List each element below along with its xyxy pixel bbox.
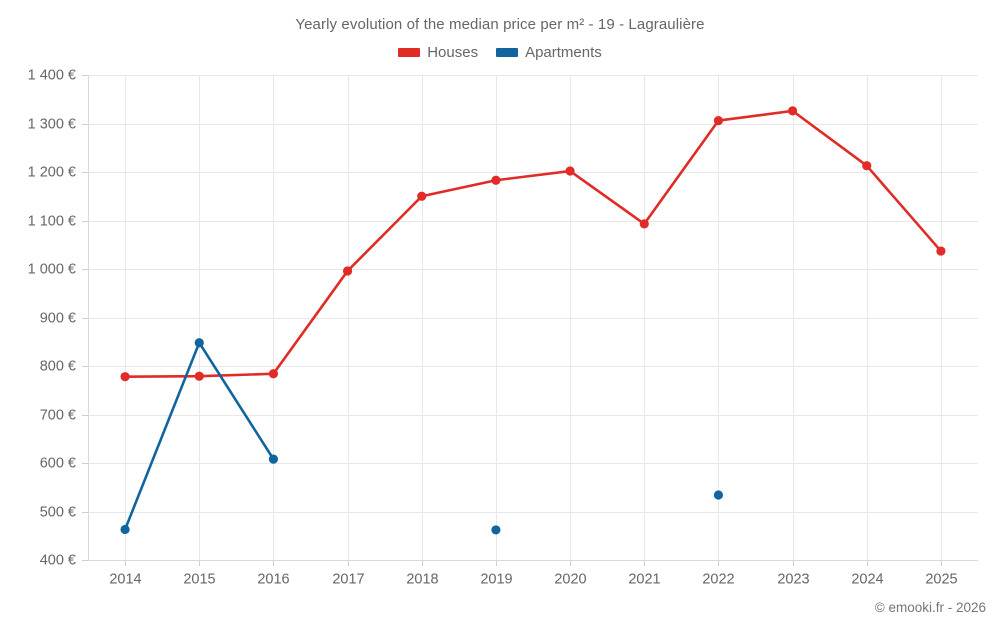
line-swatch-icon [398,48,421,57]
x-axis-tick-label: 2025 [925,572,957,588]
series-line-houses [123,109,943,378]
x-axis-tick-label: 2018 [406,572,438,588]
data-point-houses-2019[interactable] [491,175,501,185]
data-point-houses-2021[interactable] [639,219,649,229]
data-point-houses-2015[interactable] [194,371,204,381]
y-axis-tick-label: 600 € [40,455,76,471]
y-axis-tick-label: 700 € [40,407,76,423]
x-axis-tick-label: 2020 [554,572,586,588]
y-axis-tick-label: 1 200 € [28,164,76,180]
gridlines [82,75,978,566]
y-axis-tick-label: 1 000 € [28,261,76,277]
x-axis-tick-label: 2023 [777,572,809,588]
x-axis-tick-label: 2015 [183,572,215,588]
data-point-houses-2014[interactable] [120,372,130,382]
data-point-apartments-2016[interactable] [268,454,279,464]
x-axis-tick-label: 2017 [332,572,364,588]
chart-title: Yearly evolution of the median price per… [295,16,705,33]
y-axis-tick-label: 400 € [40,552,76,568]
data-point-houses-2017[interactable] [342,266,353,276]
legend-label-apartments: Apartments [525,44,602,61]
data-point-houses-2022[interactable] [713,115,724,126]
legend-label-houses: Houses [427,44,479,61]
data-point-houses-2016[interactable] [268,369,279,379]
data-point-apartments-2019[interactable] [491,525,501,535]
x-axis-tick-label: 2019 [480,572,512,588]
chart-legend: Houses Apartments [0,44,1000,61]
x-axis-tick-label: 2016 [257,572,289,588]
x-axis-tick-label: 2014 [109,572,141,588]
x-axis-tick-label: 2021 [628,572,660,588]
data-point-houses-2023[interactable] [787,106,798,116]
x-axis-tick-label: 2022 [702,572,734,588]
y-axis-tick-label: 900 € [40,310,76,326]
y-axis-tick-label: 1 400 € [28,67,76,83]
data-series [120,106,946,535]
data-point-houses-2018[interactable] [417,191,427,201]
y-axis-tick-labels: 400 € 500 € 600 € 700 € 800 € 900 € 1 000 € 1 1… [28,67,76,568]
legend-item-houses[interactable]: Houses [398,44,478,61]
data-point-houses-2020[interactable] [565,166,575,176]
y-axis-tick-label: 500 € [40,504,76,520]
y-axis-tick-label: 800 € [40,358,76,374]
line-swatch-icon [496,48,519,57]
x-axis-tick-labels: 2014 2015 2016 2017 2018 2019 2020 2021 2022 2023… [109,572,957,588]
data-point-apartments-2022[interactable] [713,490,724,500]
data-point-houses-2025[interactable] [936,246,946,256]
copyright-credit: © emooki.fr - 2026 [874,600,986,615]
legend-item-apartments[interactable]: Apartments [496,44,602,61]
y-axis-tick-label: 1 300 € [28,116,76,132]
data-point-houses-2024[interactable] [862,161,872,171]
y-axis-tick-label: 1 100 € [28,213,76,229]
data-point-apartments-2014[interactable] [120,524,130,535]
data-point-apartments-2015[interactable] [194,338,204,348]
x-axis-tick-label: 2024 [851,572,883,588]
